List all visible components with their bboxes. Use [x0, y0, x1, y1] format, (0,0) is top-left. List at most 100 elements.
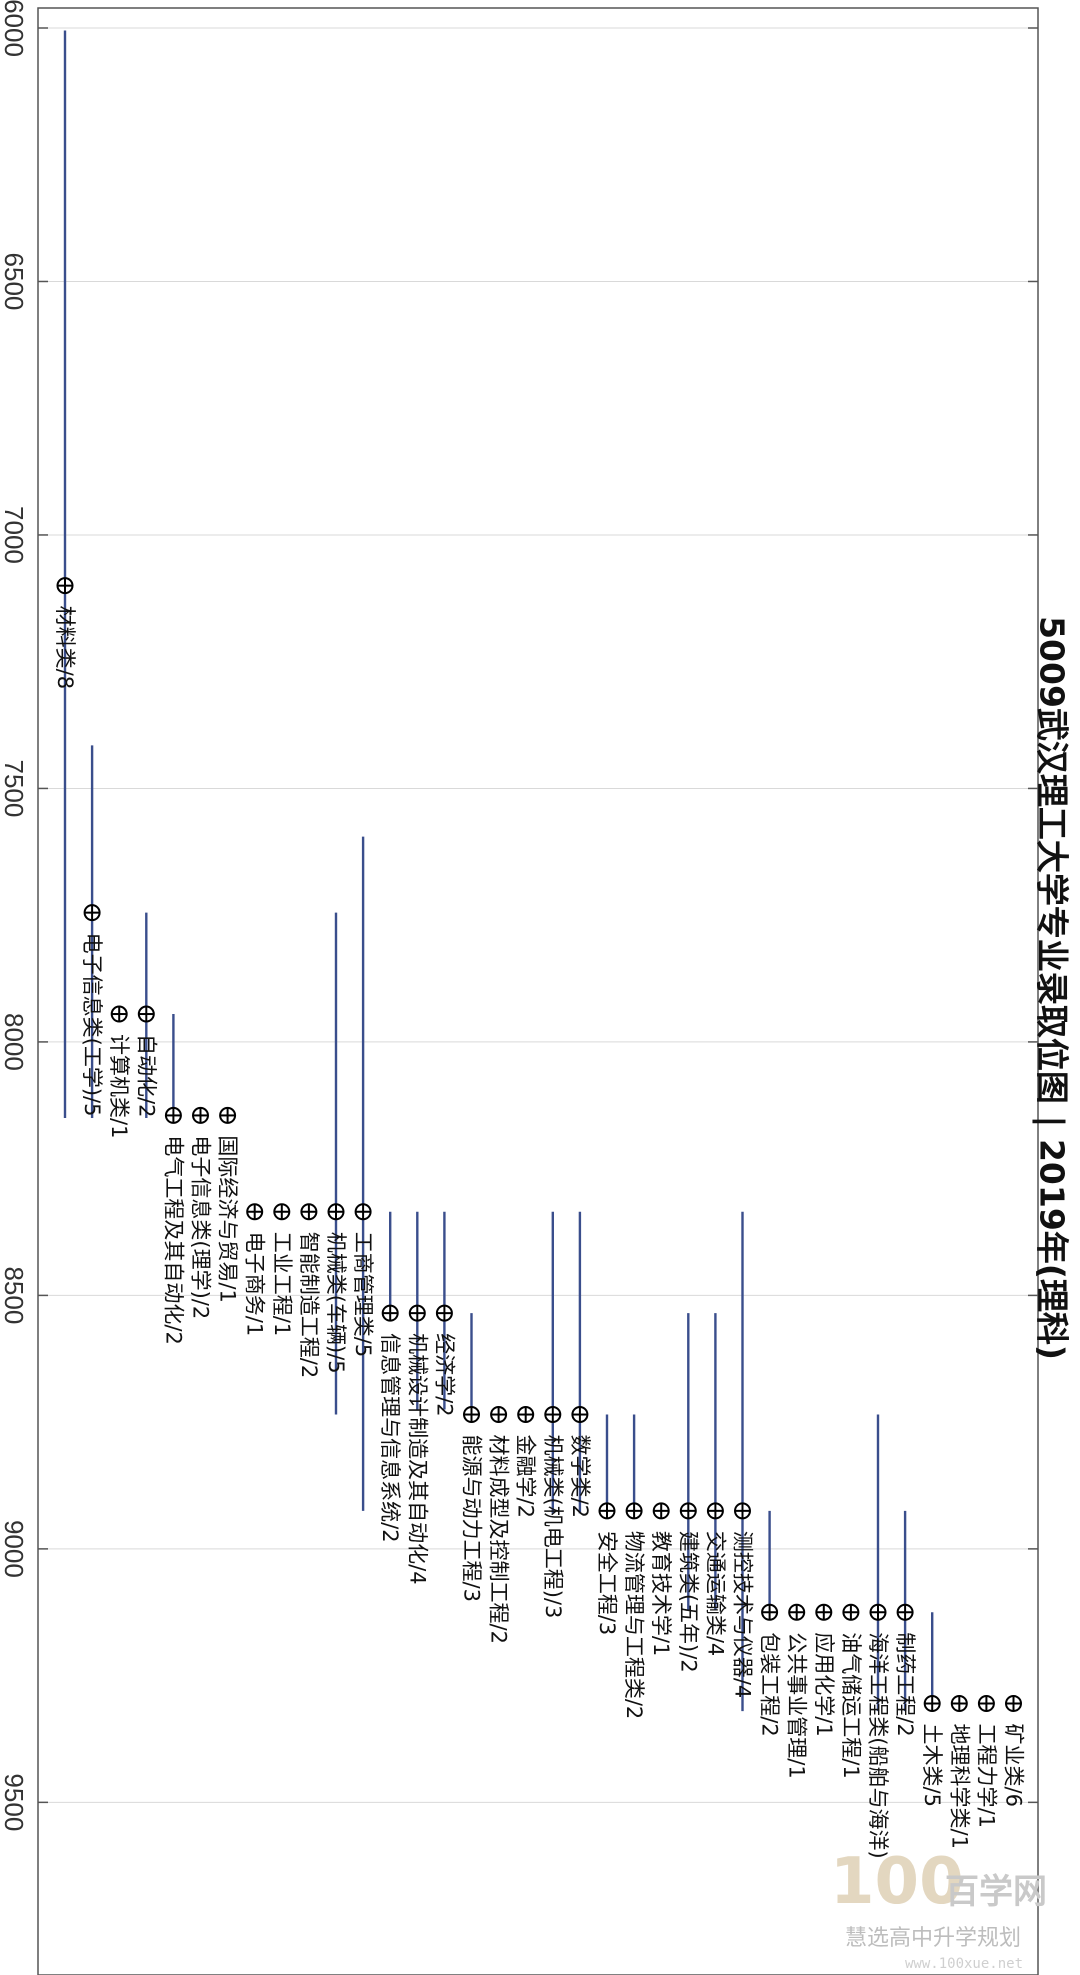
major-item: 数学类/2 — [568, 1211, 592, 1518]
major-label: 经济学/2 — [432, 1333, 456, 1416]
watermark-subtitle: 慧选高中升学规划 — [845, 1926, 1021, 1951]
major-item: 工商管理类/5 — [351, 836, 375, 1511]
major-item: 国际经济与贸易/1 — [216, 1106, 240, 1303]
major-label-group: 信息管理与信息系统/2 — [378, 1333, 402, 1542]
major-item: 金融学/2 — [514, 1406, 538, 1518]
major-label: 数学类/2 — [568, 1435, 592, 1518]
major-label-group: 包装工程/2 — [758, 1632, 782, 1736]
major-label: 油气储运工程/1 — [839, 1632, 863, 1778]
major-label: 矿业类/6 — [1002, 1723, 1026, 1806]
major-label-group: 应用化学/1 — [812, 1632, 836, 1736]
major-item: 工程力学/1 — [974, 1694, 998, 1828]
major-item: 自动化/2 — [134, 912, 158, 1118]
major-label: 智能制造工程/2 — [297, 1232, 321, 1378]
major-label: 土木类/5 — [920, 1723, 944, 1806]
major-label: 机械设计制造及其自动化/4 — [405, 1333, 429, 1584]
watermark: 100 百学网 慧选高中升学规划 www.100xue.net — [830, 1845, 1047, 1972]
major-label: 能源与动力工程/3 — [460, 1435, 484, 1602]
major-label-group: 电气工程及其自动化/2 — [161, 1135, 185, 1344]
major-label-group: 电子商务/1 — [243, 1232, 267, 1336]
major-item: 材料类/8 — [53, 30, 77, 1118]
y-tick-label-group: 6500 — [0, 253, 29, 311]
y-tick-label-group: 7000 — [0, 506, 29, 564]
major-label-group: 交通运输类/4 — [703, 1531, 727, 1656]
major-label-group: 国际经济与贸易/1 — [216, 1135, 240, 1302]
major-item: 应用化学/1 — [812, 1603, 836, 1737]
major-label: 材料成型及控制工程/2 — [487, 1435, 511, 1644]
major-label: 建筑类(五年)/2 — [676, 1531, 700, 1673]
major-item: 安全工程/3 — [595, 1414, 619, 1635]
major-item: 经济学/2 — [432, 1211, 456, 1417]
y-tick-label: 6000 — [0, 0, 29, 57]
plot-frame — [37, 7, 1039, 1975]
major-item: 海洋工程类(船舶与海洋) — [866, 1414, 890, 1859]
major-item: 电子商务/1 — [243, 1203, 267, 1336]
major-label-group: 材料成型及控制工程/2 — [487, 1435, 511, 1644]
chart-title: 5009武汉理工大学专业录取位图 | 2019年(理科) — [1033, 616, 1072, 1360]
major-item: 计算机类/1 — [107, 1005, 131, 1138]
major-label: 测控技术与仪器/4 — [731, 1531, 755, 1698]
major-item: 智能制造工程/2 — [297, 1203, 321, 1378]
major-label-group: 油气储运工程/1 — [839, 1632, 863, 1778]
major-item: 信息管理与信息系统/2 — [378, 1211, 402, 1543]
major-label-group: 自动化/2 — [134, 1034, 158, 1117]
major-item: 物流管理与工程类/2 — [622, 1414, 646, 1719]
major-label-group: 工程力学/1 — [974, 1723, 998, 1827]
major-label-group: 制药工程/2 — [893, 1632, 917, 1736]
major-item: 机械类(车辆)/5 — [324, 912, 348, 1415]
major-item: 矿业类/6 — [1002, 1694, 1026, 1807]
major-label-group: 机械设计制造及其自动化/4 — [405, 1333, 429, 1584]
major-label: 工商管理类/5 — [351, 1232, 375, 1357]
y-tick-label: 9000 — [0, 1520, 29, 1578]
major-item: 材料成型及控制工程/2 — [487, 1406, 511, 1644]
major-label: 电子信息类(工学)/5 — [80, 933, 104, 1117]
major-item: 机械设计制造及其自动化/4 — [405, 1211, 429, 1585]
major-label: 计算机类/1 — [107, 1034, 131, 1138]
major-label-group: 矿业类/6 — [1002, 1723, 1026, 1806]
major-label-group: 公共事业管理/1 — [785, 1632, 809, 1778]
major-item: 油气储运工程/1 — [839, 1603, 863, 1779]
major-label: 金融学/2 — [514, 1435, 538, 1518]
major-item: 教育技术学/1 — [649, 1502, 673, 1656]
watermark-brand: 百学网 — [945, 1872, 1047, 1912]
watermark-url: www.100xue.net — [905, 1956, 1023, 1972]
watermark-logo: 100 — [830, 1845, 964, 1919]
major-label: 安全工程/3 — [595, 1531, 619, 1635]
y-axis-ticks: 6000 6500 7000 7500 8000 8500 9000 9500 — [0, 0, 1038, 1831]
y-tick-label-group: 8500 — [0, 1266, 29, 1324]
major-label: 地理科学类/1 — [947, 1723, 971, 1848]
major-item: 地理科学类/1 — [947, 1694, 971, 1849]
major-label: 应用化学/1 — [812, 1632, 836, 1736]
major-label-group: 电子信息类(理学)/2 — [189, 1135, 213, 1319]
major-item: 建筑类(五年)/2 — [676, 1313, 700, 1673]
major-label-group: 安全工程/3 — [595, 1531, 619, 1635]
grid-lines — [38, 27, 1038, 1803]
y-tick-label: 7000 — [0, 506, 29, 564]
y-tick-label: 6500 — [0, 253, 29, 311]
major-item: 土木类/5 — [920, 1612, 944, 1807]
major-label: 电子商务/1 — [243, 1232, 267, 1336]
major-label-group: 物流管理与工程类/2 — [622, 1531, 646, 1719]
major-item: 测控技术与仪器/4 — [731, 1211, 755, 1712]
major-item: 工业工程/1 — [270, 1203, 294, 1336]
major-label-group: 工商管理类/5 — [351, 1232, 375, 1357]
major-label-group: 金融学/2 — [514, 1435, 538, 1518]
major-label: 制药工程/2 — [893, 1632, 917, 1736]
major-label: 物流管理与工程类/2 — [622, 1531, 646, 1719]
major-item: 能源与动力工程/3 — [460, 1313, 484, 1602]
major-label: 工业工程/1 — [270, 1232, 294, 1336]
y-tick-label: 9500 — [0, 1773, 29, 1831]
major-label: 公共事业管理/1 — [785, 1632, 809, 1778]
major-label-group: 智能制造工程/2 — [297, 1232, 321, 1378]
major-label: 交通运输类/4 — [703, 1531, 727, 1656]
major-item: 公共事业管理/1 — [785, 1603, 809, 1779]
major-label: 自动化/2 — [134, 1034, 158, 1117]
major-label: 材料类/8 — [53, 606, 77, 689]
y-tick-label-group: 6000 — [0, 0, 29, 57]
major-label-group: 机械类(机电工程)/3 — [541, 1435, 565, 1619]
major-item: 电子信息类(理学)/2 — [189, 1106, 213, 1319]
major-label-group: 建筑类(五年)/2 — [676, 1531, 700, 1673]
y-tick-label: 8000 — [0, 1013, 29, 1071]
major-label: 机械类(机电工程)/3 — [541, 1435, 565, 1619]
